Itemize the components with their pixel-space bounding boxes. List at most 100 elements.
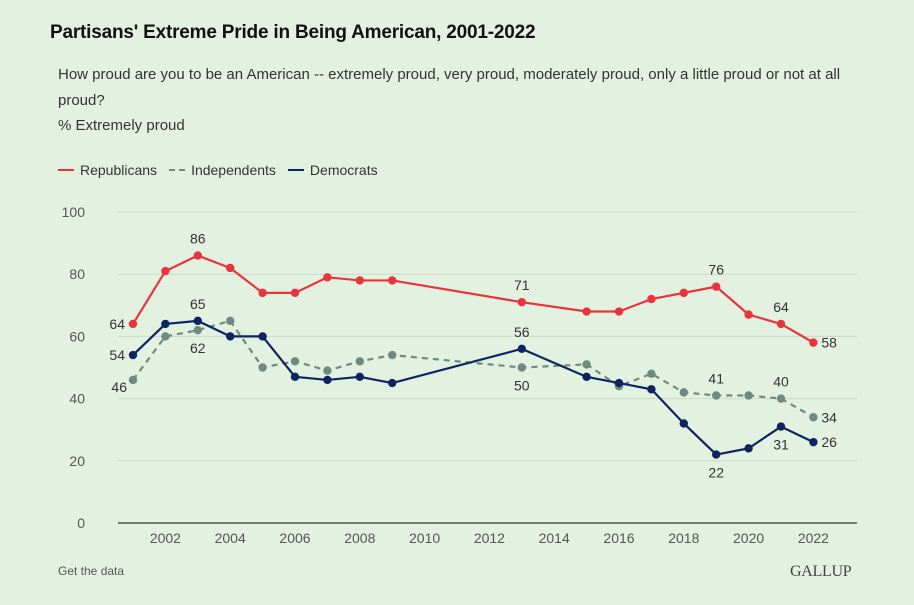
x-tick-label: 2008 bbox=[344, 530, 375, 546]
x-tick-label: 2004 bbox=[215, 530, 246, 546]
data-point-independents bbox=[161, 332, 170, 341]
data-point-republicans bbox=[388, 276, 397, 285]
legend-swatch-independents bbox=[169, 169, 186, 171]
chart-unit-label: % Extremely proud bbox=[58, 117, 185, 134]
data-point-republicans bbox=[582, 307, 591, 316]
data-point-independents bbox=[290, 357, 300, 366]
x-tick-label: 2012 bbox=[474, 530, 505, 546]
data-point-democrats bbox=[226, 332, 235, 341]
data-point-democrats bbox=[355, 372, 364, 382]
data-point-democrats bbox=[582, 372, 591, 382]
data-point-democrats bbox=[161, 319, 170, 329]
gallup-logo: GALLUP bbox=[790, 563, 852, 580]
data-point-independents bbox=[193, 325, 202, 335]
data-label-independents: 34 bbox=[821, 409, 837, 425]
data-point-democrats bbox=[193, 316, 202, 326]
data-point-republicans bbox=[161, 266, 170, 276]
chart-subtitle: How proud are you to be an American -- e… bbox=[58, 66, 841, 109]
data-point-independents bbox=[744, 391, 753, 400]
data-point-independents bbox=[776, 394, 786, 403]
series-line-democrats bbox=[132, 319, 814, 456]
legend-swatch-republicans bbox=[58, 169, 74, 171]
data-point-democrats bbox=[323, 375, 332, 385]
data-point-republicans bbox=[679, 288, 688, 298]
data-label-republicans: 76 bbox=[708, 262, 724, 278]
data-point-republicans bbox=[776, 319, 786, 329]
x-tick-label: 2002 bbox=[150, 530, 181, 546]
data-point-republicans bbox=[517, 297, 526, 307]
series-line-republicans bbox=[132, 254, 814, 344]
data-label-democrats: 56 bbox=[514, 324, 530, 340]
chart-title: Partisans' Extreme Pride in Being Americ… bbox=[50, 22, 536, 43]
data-point-democrats bbox=[614, 378, 624, 388]
y-tick-label: 0 bbox=[77, 515, 85, 531]
data-point-independents bbox=[323, 366, 332, 375]
data-point-democrats bbox=[679, 419, 688, 428]
x-tick-label: 2018 bbox=[668, 530, 699, 546]
data-label-independents: 50 bbox=[514, 378, 530, 394]
y-tick-label: 100 bbox=[62, 204, 86, 220]
data-point-independents bbox=[647, 369, 656, 378]
data-point-democrats bbox=[647, 385, 656, 394]
data-point-democrats bbox=[128, 350, 138, 360]
x-tick-label: 2006 bbox=[279, 530, 310, 546]
data-point-democrats bbox=[388, 378, 397, 388]
data-label-republicans: 86 bbox=[190, 231, 206, 247]
data-point-republicans bbox=[744, 310, 753, 319]
data-point-democrats bbox=[776, 422, 786, 431]
series-line-independents bbox=[132, 319, 814, 419]
x-tick-label: 2014 bbox=[539, 530, 570, 546]
legend-swatch-democrats bbox=[287, 169, 304, 171]
data-label-republicans: 64 bbox=[773, 299, 789, 315]
data-label-democrats: 26 bbox=[821, 434, 837, 450]
legend-label-independents: Independents bbox=[191, 162, 276, 178]
data-label-republicans: 58 bbox=[821, 335, 837, 351]
data-point-democrats bbox=[258, 332, 267, 341]
data-label-independents: 40 bbox=[773, 374, 789, 390]
legend-label-democrats: Democrats bbox=[309, 162, 378, 178]
legend-item-independents[interactable]: Independents bbox=[169, 162, 276, 178]
data-point-republicans bbox=[647, 294, 656, 304]
x-tick-label: 2010 bbox=[409, 530, 440, 546]
data-point-republicans bbox=[258, 288, 267, 298]
data-point-independents bbox=[679, 388, 688, 397]
data-label-democrats: 22 bbox=[708, 465, 724, 481]
data-point-democrats bbox=[517, 344, 526, 354]
data-label-democrats: 65 bbox=[190, 296, 206, 312]
y-tick-label: 80 bbox=[69, 266, 85, 282]
data-label-democrats: 54 bbox=[109, 347, 125, 363]
data-point-democrats bbox=[290, 372, 300, 382]
data-point-republicans bbox=[712, 282, 721, 291]
data-point-republicans bbox=[128, 319, 138, 329]
data-point-independents bbox=[712, 391, 721, 400]
legend-label-republicans: Republicans bbox=[80, 162, 158, 178]
data-point-independents bbox=[258, 363, 267, 372]
data-point-democrats bbox=[744, 444, 753, 453]
x-tick-label: 2022 bbox=[798, 530, 829, 546]
data-label-independents: 46 bbox=[111, 379, 127, 395]
x-tick-label: 2020 bbox=[733, 530, 764, 546]
y-tick-label: 60 bbox=[69, 328, 85, 344]
data-point-independents bbox=[517, 363, 526, 372]
get-the-data-link[interactable]: Get the data bbox=[58, 564, 125, 578]
legend-item-democrats[interactable]: Democrats bbox=[287, 162, 378, 178]
data-point-independents bbox=[809, 413, 818, 422]
data-point-independents bbox=[388, 350, 397, 360]
data-label-republicans: 64 bbox=[109, 316, 125, 332]
data-label-independents: 62 bbox=[190, 340, 206, 356]
data-label-independents: 41 bbox=[708, 370, 724, 386]
data-point-independents bbox=[355, 357, 364, 366]
y-tick-label: 40 bbox=[69, 391, 85, 407]
data-point-republicans bbox=[323, 273, 332, 282]
data-point-democrats bbox=[809, 437, 818, 447]
data-point-independents bbox=[128, 375, 138, 385]
data-point-republicans bbox=[226, 263, 235, 273]
data-label-democrats: 31 bbox=[773, 437, 789, 453]
legend-item-republicans[interactable]: Republicans bbox=[58, 162, 157, 178]
data-point-independents bbox=[582, 360, 591, 369]
data-point-republicans bbox=[355, 276, 364, 285]
data-point-independents bbox=[226, 316, 235, 326]
data-point-republicans bbox=[614, 307, 624, 316]
data-label-republicans: 71 bbox=[514, 277, 530, 293]
y-tick-label: 20 bbox=[69, 453, 85, 469]
